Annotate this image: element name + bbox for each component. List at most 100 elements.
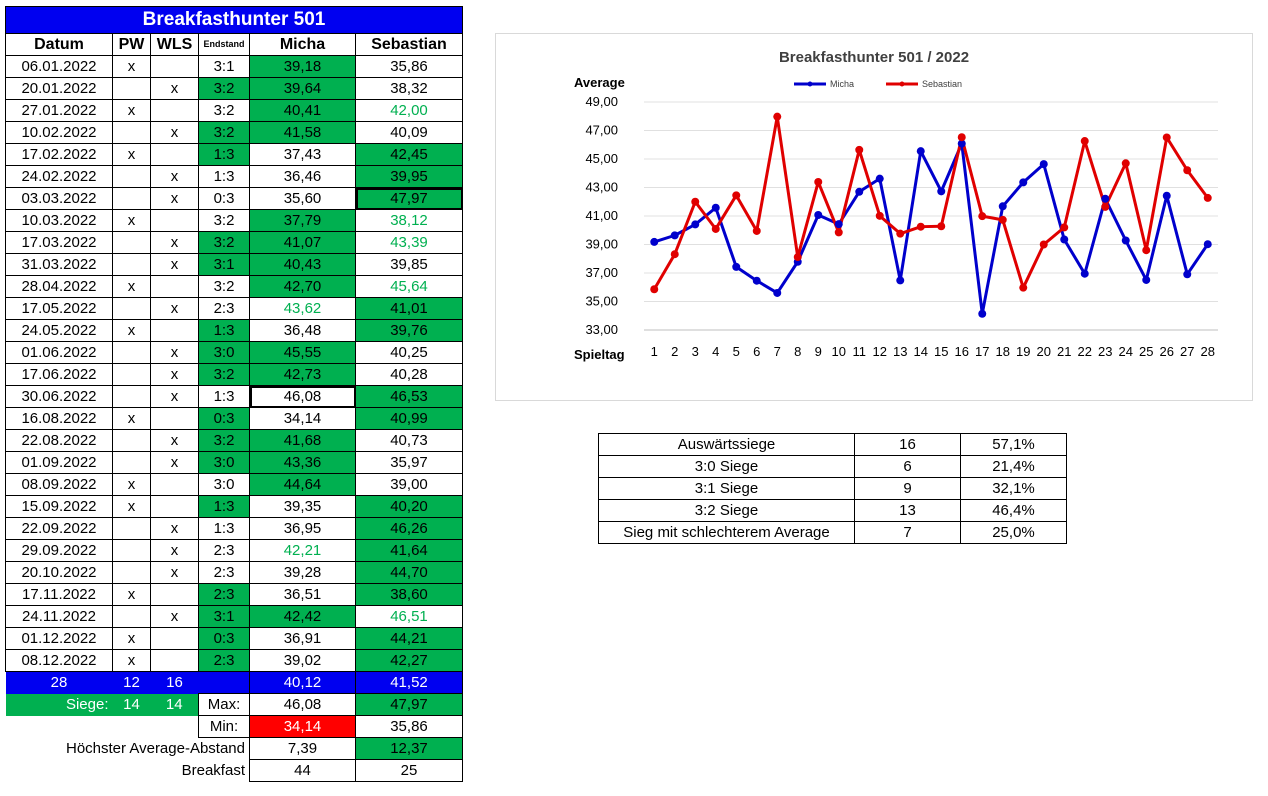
min-label[interactable]: Min: [198, 715, 250, 738]
cell-datum[interactable]: 31.03.2022 [5, 253, 113, 276]
cell-datum[interactable]: 10.02.2022 [5, 121, 113, 144]
data-point-micha[interactable] [732, 262, 741, 271]
cell-micha[interactable]: 36,51 [249, 583, 356, 606]
cell-wls[interactable]: x [150, 297, 199, 320]
cell-datum[interactable]: 17.05.2022 [5, 297, 113, 320]
cell-sebastian[interactable]: 40,25 [355, 341, 463, 364]
cell-pw[interactable] [112, 297, 151, 320]
cell-sebastian[interactable]: 38,32 [355, 77, 463, 100]
cell-endstand[interactable]: 3:0 [198, 473, 250, 496]
cell-micha[interactable]: 43,62 [249, 297, 356, 320]
cell-sebastian[interactable]: 35,97 [355, 451, 463, 474]
cell-datum[interactable]: 15.09.2022 [5, 495, 113, 518]
header-datum[interactable]: Datum [5, 33, 113, 56]
data-point-sebastian[interactable] [650, 285, 659, 294]
cell-endstand[interactable]: 0:3 [198, 407, 250, 430]
cell-micha[interactable]: 40,43 [249, 253, 356, 276]
cell-endstand[interactable]: 1:3 [198, 165, 250, 188]
cell-sebastian[interactable]: 46,26 [355, 517, 463, 540]
stat-count[interactable]: 13 [854, 499, 961, 522]
header-micha[interactable]: Micha [249, 33, 356, 56]
data-point-micha[interactable] [1121, 236, 1130, 245]
data-point-micha[interactable] [998, 202, 1007, 211]
stat-count[interactable]: 6 [854, 455, 961, 478]
abstand-micha[interactable]: 7,39 [249, 737, 356, 760]
cell-datum[interactable]: 08.09.2022 [5, 473, 113, 496]
cell-endstand[interactable]: 3:2 [198, 275, 250, 298]
cell-datum[interactable]: 22.08.2022 [5, 429, 113, 452]
cell-pw[interactable]: x [112, 407, 151, 430]
data-point-sebastian[interactable] [1121, 159, 1130, 168]
cell-datum[interactable]: 08.12.2022 [5, 649, 113, 672]
cell-endstand[interactable]: 3:2 [198, 231, 250, 254]
cell-endstand[interactable]: 3:2 [198, 209, 250, 232]
cell-endstand[interactable]: 3:2 [198, 77, 250, 100]
stat-count[interactable]: 7 [854, 521, 961, 544]
cell-endstand[interactable]: 2:3 [198, 561, 250, 584]
cell-datum[interactable]: 29.09.2022 [5, 539, 113, 562]
cell-endstand[interactable]: 3:2 [198, 363, 250, 386]
cell-sebastian[interactable]: 39,00 [355, 473, 463, 496]
cell-pw[interactable]: x [112, 99, 151, 122]
cell-wls[interactable]: x [150, 561, 199, 584]
cell-pw[interactable]: x [112, 55, 151, 78]
series-line-micha[interactable] [653, 142, 1209, 316]
cell-wls[interactable]: x [150, 253, 199, 276]
cell-wls[interactable] [150, 583, 199, 606]
cell-micha[interactable]: 36,46 [249, 165, 356, 188]
header-endstand[interactable]: Endstand [198, 33, 250, 56]
cell-pw[interactable] [112, 77, 151, 100]
cell-micha[interactable]: 37,43 [249, 143, 356, 166]
average-line-chart[interactable]: Breakfasthunter 501 / 2022 Average Spiel… [495, 33, 1253, 401]
cell-micha[interactable]: 45,55 [249, 341, 356, 364]
cell-endstand[interactable]: 2:3 [198, 297, 250, 320]
max-micha[interactable]: 46,08 [249, 693, 356, 716]
data-point-micha[interactable] [1080, 269, 1089, 278]
min-micha[interactable]: 34,14 [249, 715, 356, 738]
cell-datum[interactable]: 17.11.2022 [5, 583, 113, 606]
data-point-sebastian[interactable] [1183, 166, 1192, 175]
cell-pw[interactable]: x [112, 627, 151, 650]
data-point-sebastian[interactable] [670, 250, 679, 259]
cell-datum[interactable]: 01.09.2022 [5, 451, 113, 474]
cell-pw[interactable]: x [112, 495, 151, 518]
summary-seb-avg[interactable]: 41,52 [355, 671, 463, 694]
stat-percent[interactable]: 25,0% [960, 521, 1067, 544]
cell-pw[interactable] [112, 165, 151, 188]
data-point-micha[interactable] [1019, 178, 1028, 187]
cell-pw[interactable] [112, 451, 151, 474]
cell-micha[interactable]: 39,35 [249, 495, 356, 518]
cell-sebastian[interactable]: 45,64 [355, 275, 463, 298]
cell-pw[interactable] [112, 517, 151, 540]
data-point-sebastian[interactable] [855, 145, 864, 154]
cell-datum[interactable]: 22.09.2022 [5, 517, 113, 540]
cell-pw[interactable] [112, 385, 151, 408]
data-point-sebastian[interactable] [1203, 193, 1212, 202]
header-pw[interactable]: PW [112, 33, 151, 56]
cell-sebastian[interactable]: 39,95 [355, 165, 463, 188]
cell-sebastian[interactable]: 40,73 [355, 429, 463, 452]
max-label[interactable]: Max: [198, 693, 250, 716]
cell-wls[interactable] [150, 319, 199, 342]
data-point-sebastian[interactable] [1039, 240, 1048, 249]
cell-micha[interactable]: 42,21 [249, 539, 356, 562]
cell-pw[interactable] [112, 561, 151, 584]
cell-endstand[interactable]: 1:3 [198, 319, 250, 342]
cell-sebastian[interactable]: 40,20 [355, 495, 463, 518]
data-point-sebastian[interactable] [1101, 202, 1110, 211]
breakfast-label[interactable]: Breakfast [181, 762, 245, 779]
data-point-sebastian[interactable] [752, 226, 761, 235]
stat-percent[interactable]: 21,4% [960, 455, 1067, 478]
cell-wls[interactable] [150, 209, 199, 232]
stat-percent[interactable]: 57,1% [960, 433, 1067, 456]
data-point-sebastian[interactable] [814, 177, 823, 186]
breakfast-micha[interactable]: 44 [249, 759, 356, 782]
cell-datum[interactable]: 10.03.2022 [5, 209, 113, 232]
header-wls[interactable]: WLS [150, 33, 199, 56]
cell-datum[interactable]: 17.03.2022 [5, 231, 113, 254]
cell-micha[interactable]: 35,60 [249, 187, 356, 210]
cell-sebastian[interactable]: 40,09 [355, 121, 463, 144]
cell-datum[interactable]: 17.06.2022 [5, 363, 113, 386]
data-point-micha[interactable] [1039, 160, 1048, 169]
cell-sebastian[interactable]: 44,70 [355, 561, 463, 584]
